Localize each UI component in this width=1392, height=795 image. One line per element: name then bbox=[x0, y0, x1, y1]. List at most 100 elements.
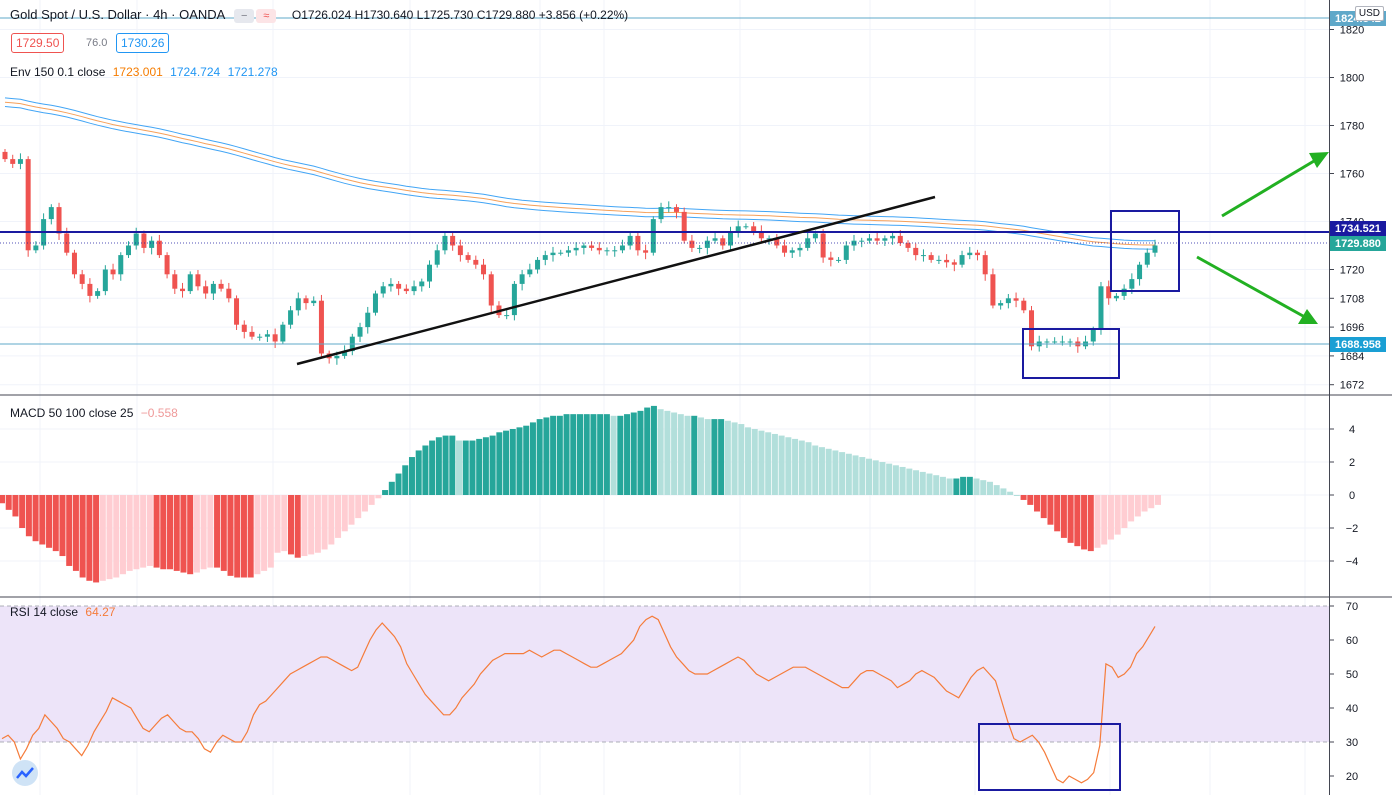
candle-body bbox=[303, 298, 309, 304]
candle-body bbox=[951, 262, 957, 265]
candle-body bbox=[195, 274, 201, 287]
macd-bar bbox=[200, 495, 207, 570]
macd-bar bbox=[294, 495, 301, 558]
candle-body bbox=[658, 207, 664, 220]
candle-body bbox=[905, 243, 911, 248]
candle-body bbox=[681, 211, 687, 241]
envelope-lower-line bbox=[4, 106, 1155, 250]
candle-body bbox=[619, 245, 625, 251]
macd-bar bbox=[355, 495, 362, 519]
symbol-name[interactable]: Gold Spot / U.S. Dollar bbox=[10, 7, 142, 22]
macd-bar bbox=[543, 417, 550, 495]
macd-bar bbox=[1134, 495, 1141, 517]
candle-body bbox=[820, 233, 826, 258]
resistance-price-label: 1734.521 bbox=[1330, 221, 1386, 236]
candle-body bbox=[650, 219, 656, 253]
macd-bar bbox=[39, 495, 46, 545]
macd-bar bbox=[220, 495, 227, 571]
envelope-legend[interactable]: Env 150 0.1 close 1723.001 1724.724 1721… bbox=[10, 65, 278, 79]
candle-body bbox=[187, 274, 193, 292]
macd-bar bbox=[624, 414, 631, 495]
macd-bar bbox=[267, 495, 274, 568]
wave-icon[interactable]: ≈ bbox=[256, 8, 277, 23]
axis-tick-label: 30 bbox=[1346, 737, 1358, 749]
candle-body bbox=[751, 226, 757, 232]
axis-tick-label: 4 bbox=[1349, 424, 1355, 436]
support-price-text: 1688.958 bbox=[1335, 339, 1381, 351]
macd-histogram bbox=[0, 405, 1161, 583]
candle-body bbox=[913, 247, 919, 256]
macd-bar bbox=[637, 410, 644, 495]
bid-price[interactable]: 1729.50 bbox=[11, 33, 65, 53]
axis-tick-label: 1760 bbox=[1340, 169, 1364, 181]
macd-legend[interactable]: MACD 50 100 close 25 −0.558 bbox=[10, 406, 178, 420]
macd-bar bbox=[1060, 495, 1067, 538]
macd-bar bbox=[106, 495, 113, 580]
tradingview-logo-icon[interactable] bbox=[12, 760, 38, 786]
interval-label[interactable]: 4h bbox=[153, 7, 168, 22]
macd-bar bbox=[516, 427, 523, 495]
macd-bar bbox=[1054, 495, 1061, 532]
candle-body bbox=[1090, 329, 1096, 342]
macd-bar bbox=[556, 415, 563, 495]
candle-body bbox=[604, 250, 610, 252]
macd-bar bbox=[12, 495, 19, 517]
macd-bar bbox=[160, 495, 167, 570]
candle-body bbox=[712, 238, 718, 241]
macd-bar bbox=[415, 450, 422, 495]
macd-bar bbox=[852, 455, 859, 495]
candle-body bbox=[519, 274, 525, 284]
candle-body bbox=[110, 269, 116, 275]
candle-body bbox=[87, 283, 93, 296]
macd-bar bbox=[187, 495, 194, 575]
candle-body bbox=[457, 245, 463, 256]
axis-tick-label: 2 bbox=[1349, 457, 1355, 469]
macd-bar bbox=[489, 435, 496, 495]
candle-body bbox=[403, 288, 409, 292]
candle-body bbox=[488, 274, 494, 306]
axis-tick-label: −4 bbox=[1346, 556, 1359, 568]
minus-icon[interactable]: − bbox=[234, 8, 255, 23]
macd-bar bbox=[133, 495, 140, 570]
currency-label[interactable]: USD bbox=[1354, 6, 1384, 21]
candle-body bbox=[920, 255, 926, 257]
candle-body bbox=[141, 233, 147, 248]
rsi-legend[interactable]: RSI 14 close 64.27 bbox=[10, 605, 115, 619]
arrow-up-icon bbox=[1221, 152, 1329, 218]
macd-bar bbox=[1101, 495, 1108, 545]
candle-body bbox=[990, 274, 996, 306]
annotation-box-price-bottom bbox=[1022, 328, 1120, 379]
candle-body bbox=[836, 259, 842, 261]
macd-bar bbox=[395, 473, 402, 495]
macd-bar bbox=[86, 495, 93, 581]
candle-body bbox=[426, 264, 432, 282]
candle-body bbox=[156, 240, 162, 256]
candle-body bbox=[411, 286, 417, 292]
candle-body bbox=[743, 226, 749, 228]
macd-value: −0.558 bbox=[140, 406, 178, 420]
candle-body bbox=[558, 252, 564, 254]
macd-bar bbox=[46, 495, 53, 548]
macd-bar bbox=[146, 495, 153, 566]
candle-body bbox=[967, 252, 973, 256]
ask-price[interactable]: 1730.26 bbox=[116, 33, 170, 53]
macd-bar bbox=[785, 437, 792, 495]
macd-bar bbox=[872, 460, 879, 495]
candle-body bbox=[33, 245, 39, 251]
macd-bar bbox=[892, 465, 899, 495]
candle-body bbox=[812, 233, 818, 239]
axis-tick-label: 1800 bbox=[1340, 73, 1364, 85]
macd-bar bbox=[462, 440, 469, 495]
candle-body bbox=[17, 159, 23, 164]
candle-body bbox=[334, 355, 340, 359]
macd-bar bbox=[1074, 495, 1081, 547]
candle-body bbox=[318, 300, 324, 354]
resistance-price-text: 1734.521 bbox=[1335, 223, 1381, 235]
macd-bar bbox=[630, 412, 637, 495]
macd-bar bbox=[818, 447, 825, 495]
macd-bar bbox=[227, 495, 234, 576]
chart-header: Gold Spot / U.S. Dollar · 4h · OANDA − ≈ … bbox=[10, 7, 629, 23]
macd-bar bbox=[254, 495, 261, 575]
candle-body bbox=[758, 231, 764, 239]
